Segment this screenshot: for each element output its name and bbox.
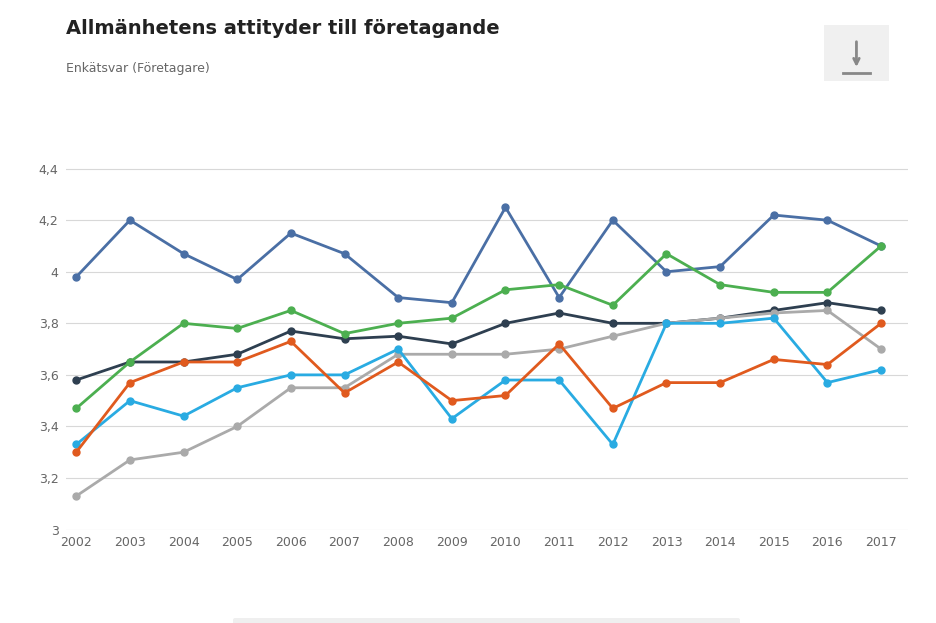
Text: Enkätsvar (Företagare): Enkätsvar (Företagare) — [66, 62, 210, 75]
Legend: SVERIGE, BENGTSFORS, DALS-ED, FÄRGELANDA, MELLERUD, ÅMÅL: SVERIGE, BENGTSFORS, DALS-ED, FÄRGELANDA… — [233, 617, 740, 623]
Text: Allmänhetens attityder till företagande: Allmänhetens attityder till företagande — [66, 19, 499, 37]
